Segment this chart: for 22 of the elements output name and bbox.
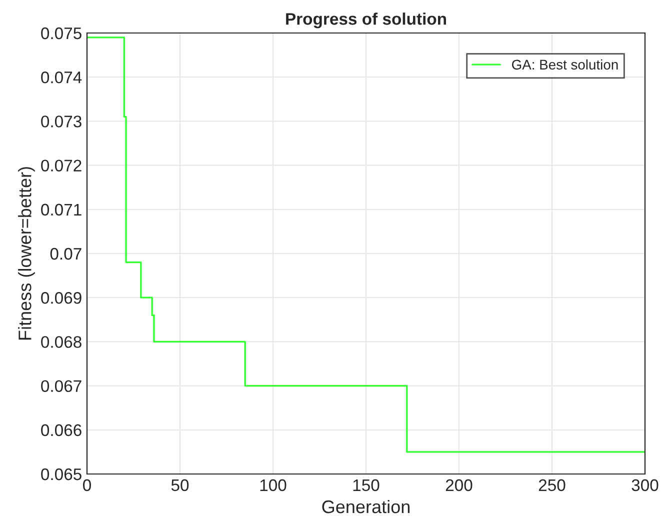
x-tick-label: 250 — [538, 479, 566, 492]
y-tick-label: 0.071 — [41, 204, 82, 216]
x-tick-label: 0 — [83, 479, 91, 492]
y-tick-label: 0.069 — [41, 292, 82, 304]
y-tick-label: 0.065 — [41, 468, 82, 480]
y-tick-label: 0.073 — [41, 116, 82, 128]
y-tick-label: 0.074 — [41, 72, 82, 84]
x-axis-title: Generation — [322, 500, 410, 514]
x-tick-label: 200 — [446, 479, 472, 492]
x-tick-label: 300 — [632, 479, 658, 492]
x-tick-label: 50 — [171, 479, 189, 492]
y-tick-label: 0.07 — [50, 248, 82, 260]
y-tick-label: 0.068 — [41, 336, 82, 348]
y-tick-label: 0.072 — [41, 160, 82, 172]
y-tick-label: 0.075 — [41, 27, 82, 40]
x-tick-label: 150 — [353, 479, 380, 492]
x-tick-label: 100 — [260, 479, 286, 492]
y-axis-title: Fitness (lower=better) — [18, 167, 35, 340]
y-tick-label: 0.066 — [41, 424, 82, 436]
legend-label: GA: Best solution — [512, 59, 618, 70]
y-tick-label: 0.067 — [41, 380, 82, 392]
chart-title: Progress of solution — [286, 12, 446, 28]
